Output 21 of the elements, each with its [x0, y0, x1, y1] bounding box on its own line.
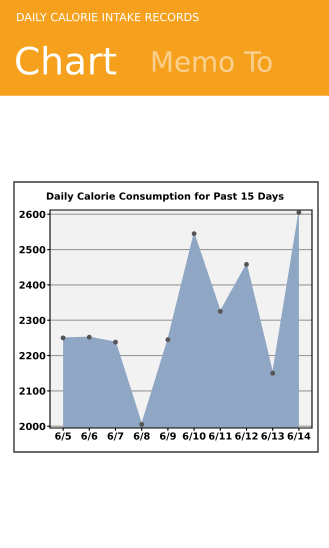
text: Memo To [152, 51, 272, 72]
y-tick-label: 2000 [20, 422, 46, 430]
x-tick-label: 6/12 [235, 432, 258, 440]
x-tick-label: 6/14 [288, 432, 310, 440]
y-tick-label: 2400 [20, 281, 46, 289]
chart-title: Daily Calorie Consumption for Past 15 Days [46, 192, 284, 202]
y-tick-label: 2600 [20, 210, 46, 218]
text: DAILY CALORIE INTAKE RECORDS [17, 12, 199, 22]
y-tick-label: 2500 [20, 246, 46, 254]
x-tick-label: 6/7 [108, 432, 124, 440]
y-tick-label: 2200 [20, 352, 46, 360]
x-tick-label: 6/9 [160, 432, 176, 440]
y-tick-label: 2300 [20, 316, 46, 324]
text: Chart [16, 46, 116, 75]
x-tick-label: 6/6 [81, 432, 98, 440]
x-tick-label: 6/13 [261, 432, 284, 440]
x-tick-label: 6/5 [55, 432, 71, 440]
x-tick-label: 6/8 [134, 432, 150, 440]
x-tick-label: 6/10 [182, 432, 206, 440]
y-tick-label: 2100 [20, 387, 46, 395]
x-tick-label: 6/11 [208, 432, 232, 440]
